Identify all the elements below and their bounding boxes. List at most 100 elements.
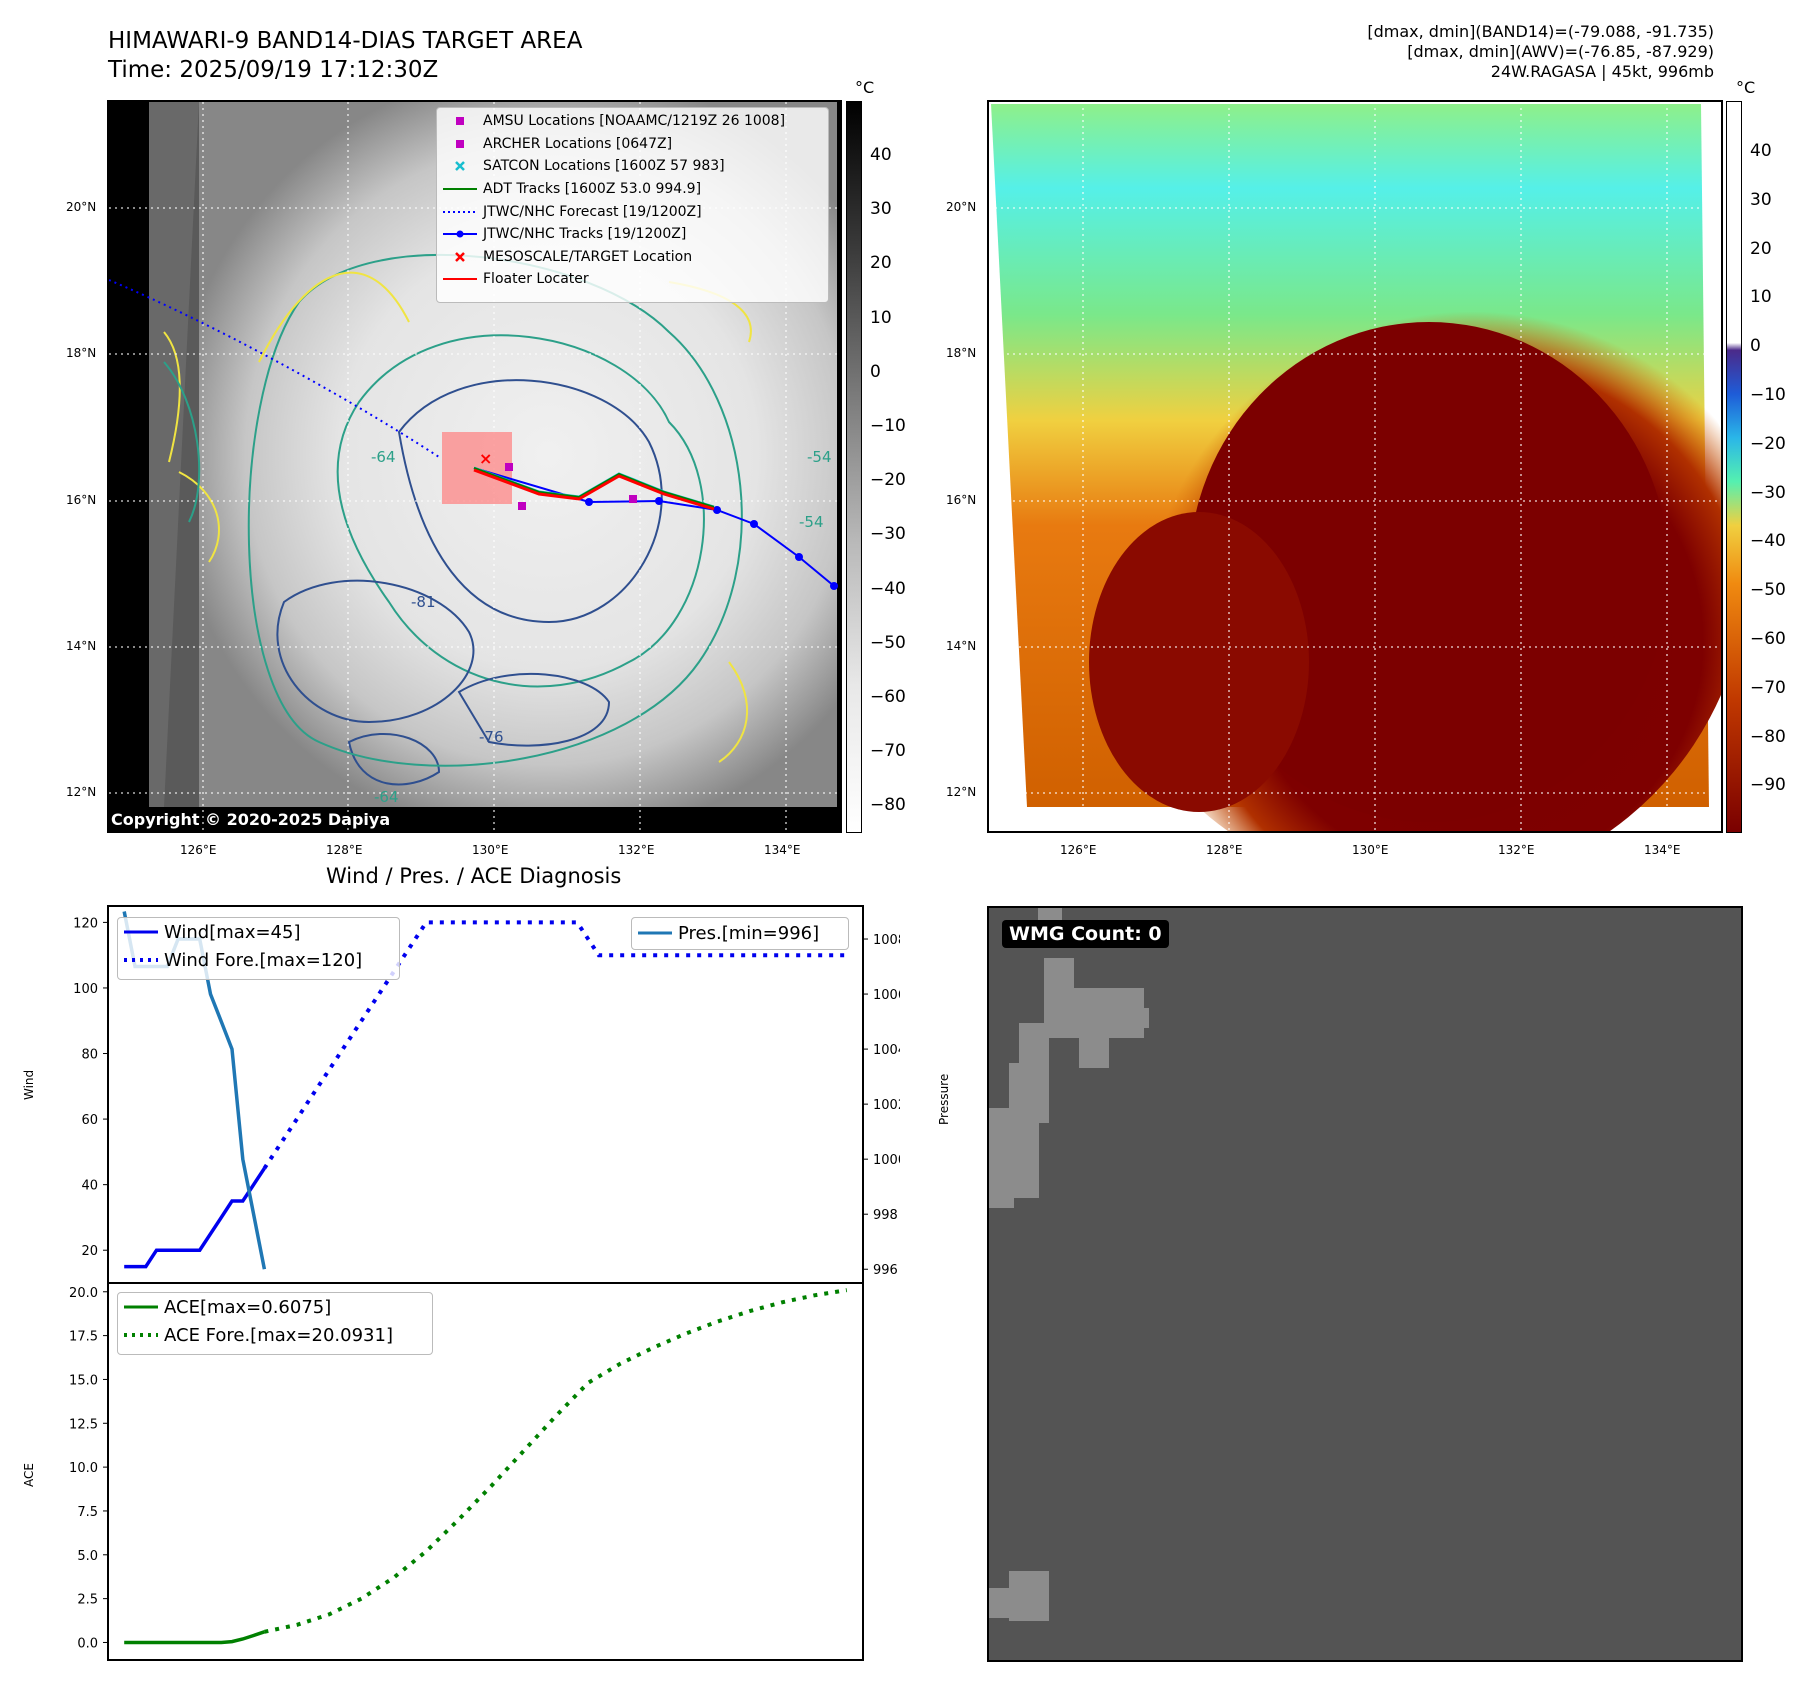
lon-label: 128°E — [326, 843, 363, 857]
colorbar-tick: −40 — [1750, 531, 1786, 552]
legend-wind: Wind[max=45] — [164, 921, 301, 943]
legend-item: ADT Tracks [1600Z 53.0 994.9] — [437, 178, 828, 201]
lon-label: 134°E — [1644, 843, 1681, 857]
colorbar-tick: −90 — [1750, 775, 1786, 796]
contour-label: -64 — [371, 448, 396, 466]
lon-label: 126°E — [1060, 843, 1097, 857]
colorbar-tick: −70 — [870, 741, 906, 762]
figure-title: HIMAWARI-9 BAND14-DIAS TARGET AREA Time:… — [108, 27, 582, 85]
wind-tick-label: 120 — [73, 916, 98, 931]
colorbar-tick: 30 — [870, 199, 892, 220]
diagnosis-chart: 120 100 80 60 40 20 1008 1006 1004 1002 1000 998 996… — [69, 905, 900, 1661]
wind-tick-label: 40 — [81, 1179, 98, 1194]
lat-label: 18°N — [66, 346, 97, 360]
band14-map-panel: × -81 -76 -64 -54 -54 -64 AMSU Locations… — [107, 100, 842, 833]
legend-item: MESOSCALE/TARGET Location — [437, 246, 828, 269]
legend-label: SATCON Locations [1600Z 57 983] — [483, 158, 725, 175]
wind-forecast-series-line — [262, 920, 847, 1170]
contour-label: -81 — [411, 593, 436, 611]
colorbar-tick: −30 — [1750, 482, 1786, 503]
ace-tick-label: 7.5 — [77, 1505, 98, 1520]
copyright-text: Copyright © 2020-2025 Dapiya — [111, 810, 391, 829]
title-line-2: Time: 2025/09/19 17:12:30Z — [108, 57, 439, 83]
colorbar-tick: −50 — [1750, 580, 1786, 601]
legend-item: JTWC/NHC Forecast [19/1200Z] — [437, 200, 828, 223]
wind-tick-label: 60 — [81, 1113, 98, 1128]
colorbar-tick: −70 — [1750, 677, 1786, 698]
legend-symbol — [443, 251, 477, 263]
legend-item: Floater Locater — [437, 268, 828, 291]
wmg-count-badge: WMG Count: 0 — [1002, 920, 1169, 948]
ace-axis-label: ACE — [22, 1463, 36, 1487]
info-line-2: [dmax, dmin](AWV)=(-76.85, -87.929) — [1407, 42, 1714, 61]
colorbar-left — [846, 101, 862, 833]
legend-label: AMSU Locations [NOAAMC/1219Z 26 1008] — [483, 113, 786, 130]
lon-label: 132°E — [618, 843, 655, 857]
lon-label: 132°E — [1498, 843, 1535, 857]
ace-forecast-series-line — [263, 1288, 848, 1634]
colorbar-tick: −80 — [1750, 726, 1786, 747]
wmg-land-mask — [989, 908, 1149, 1621]
wind-tick-label: 80 — [81, 1048, 98, 1063]
map-legend: AMSU Locations [NOAAMC/1219Z 26 1008] ARC… — [436, 107, 829, 303]
colorbar-tick: −20 — [870, 470, 906, 491]
legend-symbol — [443, 206, 477, 218]
colorbar-tick: −20 — [1750, 433, 1786, 454]
lat-label: 16°N — [946, 493, 977, 507]
colorbar-unit-right: °C — [1736, 78, 1756, 97]
legend-symbol — [443, 183, 477, 195]
ace-tick-label: 15.0 — [69, 1373, 98, 1388]
pressure-tick-label: 1004 — [873, 1043, 900, 1058]
colorbar-tick: 20 — [1750, 238, 1772, 259]
ace-tick-label: 17.5 — [69, 1330, 98, 1345]
pressure-axis-label: Pressure — [937, 1073, 951, 1125]
pressure-tick-label: 1002 — [873, 1098, 900, 1113]
legend-wind-forecast: Wind Fore.[max=120] — [164, 949, 363, 971]
diag-title: Wind / Pres. / ACE Diagnosis — [326, 864, 622, 888]
ace-tick-label: 0.0 — [77, 1636, 98, 1651]
lat-label: 16°N — [66, 493, 97, 507]
info-line-1: [dmax, dmin](BAND14)=(-79.088, -91.735) — [1367, 22, 1714, 41]
pressure-tick-label: 1006 — [873, 988, 900, 1003]
colorbar-tick: −60 — [870, 687, 906, 707]
ace-axes — [107, 1282, 864, 1661]
legend-item: ARCHER Locations [0647Z] — [437, 133, 828, 156]
legend-ace-forecast: ACE Fore.[max=20.0931] — [164, 1324, 393, 1346]
awv-image — [989, 102, 1721, 831]
legend-symbol — [443, 160, 477, 172]
ace-series-line — [124, 1630, 265, 1645]
colorbar-unit-left: °C — [855, 78, 875, 97]
storm-info: [dmax, dmin](BAND14)=(-79.088, -91.735) … — [1367, 22, 1714, 82]
wind-series-line — [124, 1167, 266, 1269]
wind-legend: Wind[max=45] Wind Fore.[max=120] — [117, 917, 400, 980]
pressure-tick-label: 996 — [873, 1263, 898, 1278]
lat-label: 20°N — [946, 200, 977, 214]
contour-label: -54 — [807, 448, 832, 466]
colorbar-tick: −50 — [870, 632, 906, 653]
colorbar-tick: −30 — [870, 524, 906, 545]
legend-label: ARCHER Locations [0647Z] — [483, 135, 673, 152]
colorbar-right — [1726, 101, 1742, 833]
lon-label: 130°E — [472, 843, 509, 857]
colorbar-tick: −60 — [1750, 629, 1786, 649]
legend-label: JTWC/NHC Tracks [19/1200Z] — [483, 226, 687, 243]
legend-label: ADT Tracks [1600Z 53.0 994.9] — [483, 181, 702, 198]
ace-tick-label: 10.0 — [69, 1461, 98, 1476]
lat-label: 18°N — [946, 346, 977, 360]
legend-item: JTWC/NHC Tracks [19/1200Z] — [437, 223, 828, 246]
colorbar-tick: 40 — [1750, 141, 1772, 161]
legend-label: JTWC/NHC Forecast [19/1200Z] — [483, 203, 702, 220]
lat-label: 12°N — [66, 785, 97, 799]
colorbar-tick: 40 — [870, 145, 892, 165]
contour-label: -76 — [479, 728, 504, 746]
legend-symbol — [443, 115, 477, 127]
legend-symbol — [443, 273, 477, 285]
colorbar-tick: −10 — [870, 416, 906, 436]
lat-label: 12°N — [946, 785, 977, 799]
legend-ace: ACE[max=0.6075] — [164, 1296, 332, 1318]
colorbar-tick: 10 — [870, 307, 892, 328]
contour-label: -54 — [799, 513, 824, 531]
colorbar-tick: −80 — [870, 795, 906, 816]
lat-label: 20°N — [66, 200, 97, 214]
colorbar-tick: 0 — [1750, 336, 1761, 357]
